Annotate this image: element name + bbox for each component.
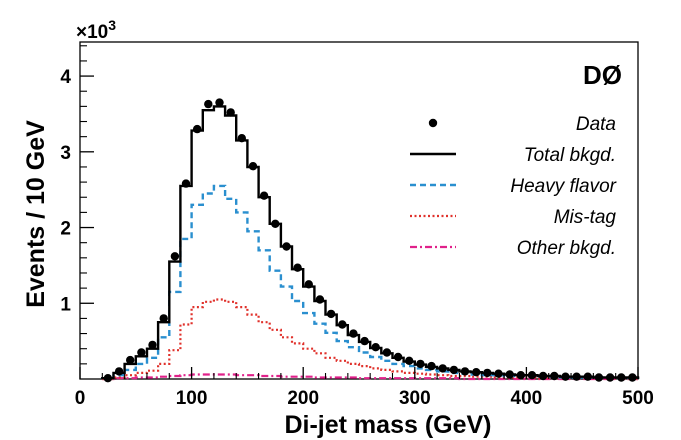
data-point [605, 373, 615, 382]
data-point [538, 371, 548, 381]
legend-entry: Other bkgd. [410, 238, 616, 259]
legend-label: Heavy flavor [510, 176, 616, 197]
tick-labels: 0 100 200 300 400 500 1 2 3 4 [60, 67, 653, 409]
data-point [259, 191, 269, 200]
data-point [583, 372, 592, 381]
data-point [561, 372, 570, 381]
data-point [114, 367, 124, 376]
data-point [159, 314, 168, 323]
axis-ticks [79, 45, 639, 379]
data-point [483, 368, 492, 378]
data-point [594, 373, 604, 382]
x-tick-label: 500 [622, 388, 654, 409]
legend-entry: Mis-tag [410, 207, 616, 228]
data-point [550, 371, 559, 381]
data-point [494, 369, 503, 378]
data-point [271, 219, 280, 228]
histogram-total-bkgd [101, 105, 640, 380]
data-point [237, 134, 246, 143]
plot-frame [79, 41, 639, 380]
data-points [103, 98, 637, 383]
y-multiplier: ×103 [76, 17, 116, 43]
legend-label: Mis-tag [554, 207, 617, 228]
data-point [204, 99, 213, 109]
data-point [393, 352, 403, 362]
x-tick-label: 0 [75, 388, 86, 409]
data-point [472, 368, 481, 377]
x-axis-title: Di-jet mass (GeV) [284, 411, 491, 439]
legend: Data Total bkgd. Heavy flavor Mis-tag Other … [410, 114, 617, 259]
data-point [103, 374, 113, 383]
data-point [572, 372, 581, 381]
data-point [349, 329, 358, 338]
data-point [449, 365, 459, 375]
data-point [248, 162, 258, 171]
plot-area [79, 41, 639, 380]
legend-entry: Data [428, 114, 616, 135]
y-tick-label: 4 [60, 67, 71, 88]
data-point [360, 336, 369, 346]
data-point [148, 340, 157, 350]
data-point [293, 263, 302, 272]
data-point [170, 252, 180, 261]
data-point [137, 348, 146, 357]
legend-label: Data [576, 114, 616, 135]
data-point [338, 320, 347, 329]
x-tick-label: 100 [176, 388, 208, 409]
data-point [460, 367, 470, 376]
data-point [382, 348, 392, 357]
y-tick-label: 2 [60, 219, 71, 240]
x-tick-label: 300 [399, 388, 431, 409]
legend-entry: Heavy flavor [410, 176, 617, 197]
y-multiplier-exponent: 3 [108, 17, 116, 33]
legend-marker-data [428, 118, 438, 128]
legend-entry: Total bkgd. [410, 145, 616, 166]
legend-label: Total bkgd. [524, 145, 616, 166]
data-point [427, 361, 436, 371]
histogram-mis-tag [102, 298, 638, 381]
y-multiplier-base: ×10 [76, 22, 108, 43]
data-point [282, 242, 291, 251]
data-point [315, 295, 325, 304]
data-point [215, 98, 224, 107]
data-point [181, 179, 191, 188]
data-point [617, 373, 626, 382]
data-point [226, 108, 235, 117]
data-point [304, 280, 313, 289]
y-tick-label: 3 [60, 143, 71, 164]
x-tick-label: 200 [287, 388, 319, 409]
data-point [126, 355, 135, 365]
data-point [371, 343, 380, 352]
data-point [416, 359, 425, 369]
data-point [405, 356, 414, 365]
data-point [505, 370, 514, 379]
experiment-label: DØ [583, 60, 622, 90]
data-point [438, 364, 447, 373]
data-point [516, 371, 525, 380]
data-point [527, 371, 537, 380]
data-point [193, 124, 202, 134]
data-point [628, 373, 637, 382]
y-axis-title: Events / 10 GeV [22, 120, 50, 308]
y-tick-label: 1 [60, 294, 71, 315]
x-tick-label: 400 [511, 388, 543, 409]
data-point [326, 309, 336, 319]
legend-label: Other bkgd. [517, 238, 616, 259]
